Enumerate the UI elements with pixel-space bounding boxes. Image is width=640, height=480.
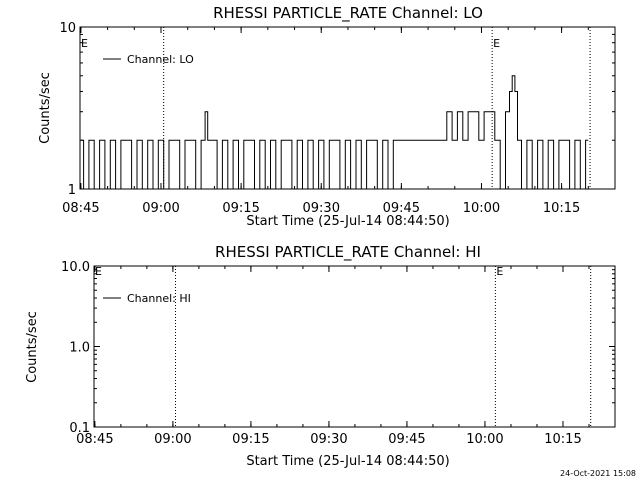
y-tick-label: 1.0 bbox=[69, 341, 90, 356]
x-tick-label: 09:30 bbox=[310, 432, 347, 447]
panel-lo-axes: 08:45 09:00 09:15 09:30 09:45 10:00 10:15 1 10 E E bbox=[59, 21, 616, 216]
x-tick-label: 10:15 bbox=[544, 432, 581, 447]
series-line-lo bbox=[80, 75, 589, 190]
x-tick-label: 09:45 bbox=[383, 201, 420, 216]
panel-hi-xlabel: Start Time (25-Jul-14 08:44:50) bbox=[246, 454, 449, 469]
event-marker-label: E bbox=[493, 37, 500, 50]
y-tick-label: 10.0 bbox=[61, 260, 90, 275]
panel-hi-legend: Channel: HI bbox=[103, 292, 191, 305]
panel-lo-xlabel: Start Time (25-Jul-14 08:44:50) bbox=[246, 214, 449, 229]
panel-hi-frame bbox=[93, 265, 616, 428]
panel-lo: RHESSI PARTICLE_RATE Channel: LO 08:45 09… bbox=[38, 4, 616, 229]
x-tick-label: 09:45 bbox=[388, 432, 425, 447]
panel-lo-frame bbox=[79, 26, 616, 190]
panel-hi-axes: 08:45 09:00 09:15 09:30 09:45 10:00 10:15 0.1 1.… bbox=[61, 260, 616, 447]
y-tick-label: 0.1 bbox=[69, 421, 90, 436]
x-tick-label: 08:45 bbox=[62, 201, 99, 216]
x-tick-label: 10:00 bbox=[463, 201, 500, 216]
x-tick-label: 10:15 bbox=[543, 201, 580, 216]
event-marker-label: E bbox=[81, 37, 88, 50]
panel-lo-series bbox=[80, 75, 589, 190]
x-tick-label: 09:15 bbox=[222, 201, 259, 216]
panel-hi: RHESSI PARTICLE_RATE Channel: HI 08:45 09… bbox=[25, 243, 616, 469]
x-tick-label: 09:00 bbox=[154, 432, 191, 447]
y-tick-label: 1 bbox=[68, 183, 76, 198]
y-tick-label: 10 bbox=[59, 21, 76, 36]
panel-lo-legend: Channel: LO bbox=[103, 53, 194, 66]
panel-lo-title: RHESSI PARTICLE_RATE Channel: LO bbox=[213, 4, 483, 23]
event-marker-label: E bbox=[496, 265, 503, 278]
x-tick-label: 09:00 bbox=[142, 201, 179, 216]
footer-timestamp: 24-Oct-2021 15:08 bbox=[560, 469, 636, 478]
x-tick-label: 08:45 bbox=[76, 432, 113, 447]
panel-lo-ylabel: Counts/sec bbox=[38, 72, 53, 144]
x-tick-label: 10:00 bbox=[466, 432, 503, 447]
x-tick-label: 09:15 bbox=[232, 432, 269, 447]
legend-label-lo: Channel: LO bbox=[127, 53, 194, 66]
event-marker-label: E bbox=[95, 265, 102, 278]
legend-label-hi: Channel: HI bbox=[127, 292, 191, 305]
panel-hi-title: RHESSI PARTICLE_RATE Channel: HI bbox=[215, 243, 481, 262]
panel-hi-ylabel: Counts/sec bbox=[25, 311, 40, 383]
x-tick-label: 09:30 bbox=[303, 201, 340, 216]
